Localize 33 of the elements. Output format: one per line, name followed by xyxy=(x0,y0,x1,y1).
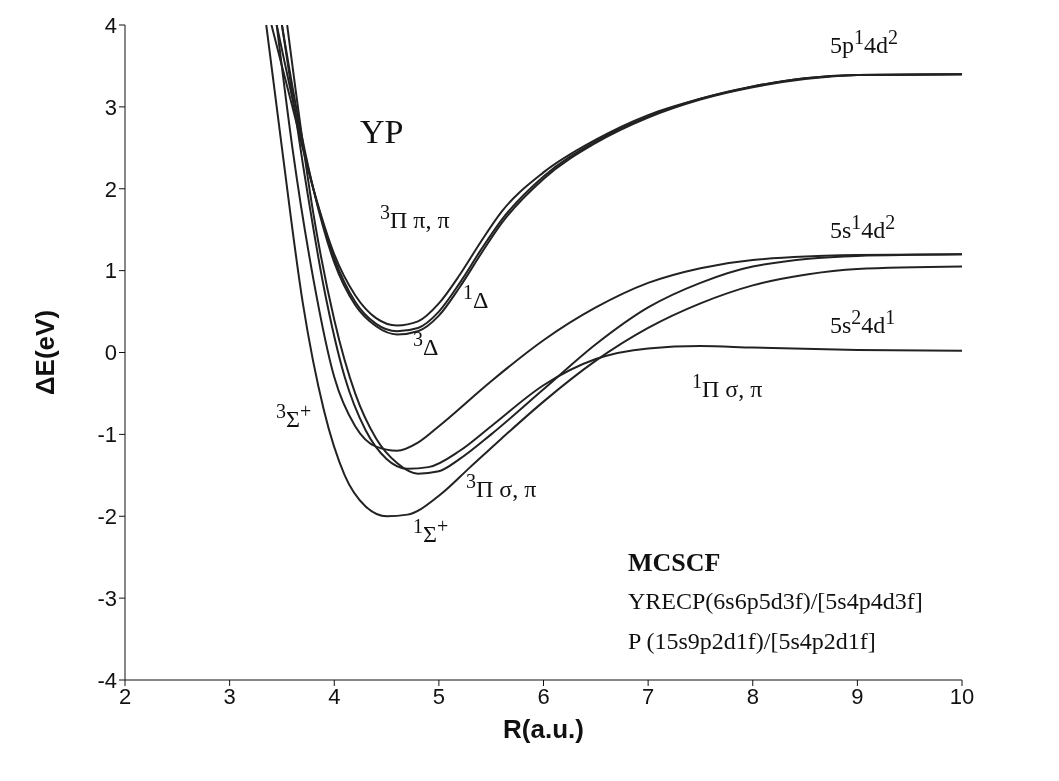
annotation: $^{1}$Π σ, π xyxy=(692,370,763,403)
annotation: P (15s9p2d1f)/[5s4p2d1f] xyxy=(628,628,876,655)
annotation: 5p$^{1}$4d$^{2}$ xyxy=(830,26,898,59)
annotation: YRECP(6s6p5d3f)/[5s4p4d3f] xyxy=(628,588,923,615)
x-tick-label: 3 xyxy=(223,683,236,709)
annotation: MCSCF xyxy=(628,548,721,578)
x-tick-label: 4 xyxy=(328,683,341,709)
annotation: $^{3}$Σ$^{+}$ xyxy=(276,400,312,433)
y-tick-label: -3 xyxy=(97,585,117,611)
x-tick-label: 9 xyxy=(851,683,864,709)
annotation: $^{3}$Π π, π xyxy=(380,201,450,234)
annotation: $^{1}$Δ xyxy=(463,281,489,314)
y-tick-label: 3 xyxy=(104,94,117,120)
x-axis-title: R(a.u.) xyxy=(503,714,584,744)
y-tick-label: -1 xyxy=(97,422,117,448)
annotation: $^{3}$Π σ, π xyxy=(466,470,537,503)
annotation: 5s$^{2}$4d$^{1}$ xyxy=(830,306,896,339)
x-tick-label: 8 xyxy=(746,683,759,709)
y-tick-label: 2 xyxy=(104,176,117,202)
y-tick-label: 4 xyxy=(104,12,117,38)
y-tick-label: -4 xyxy=(97,667,117,693)
y-tick-label: 0 xyxy=(104,340,117,366)
x-tick-label: 5 xyxy=(432,683,445,709)
annotation: $^{3}$Δ xyxy=(413,328,439,361)
y-axis-title: ΔE(eV) xyxy=(30,309,61,396)
annotation: YP xyxy=(360,113,404,151)
x-tick-label: 7 xyxy=(642,683,655,709)
annotation: $^{1}$Σ$^{+}$ xyxy=(413,515,449,548)
x-tick-label: 10 xyxy=(949,683,975,709)
annotation: 5s$^{1}$4d$^{2}$ xyxy=(830,211,896,244)
y-tick-label: -2 xyxy=(97,504,117,530)
x-tick-label: 6 xyxy=(537,683,550,709)
y-tick-label: 1 xyxy=(104,258,117,284)
